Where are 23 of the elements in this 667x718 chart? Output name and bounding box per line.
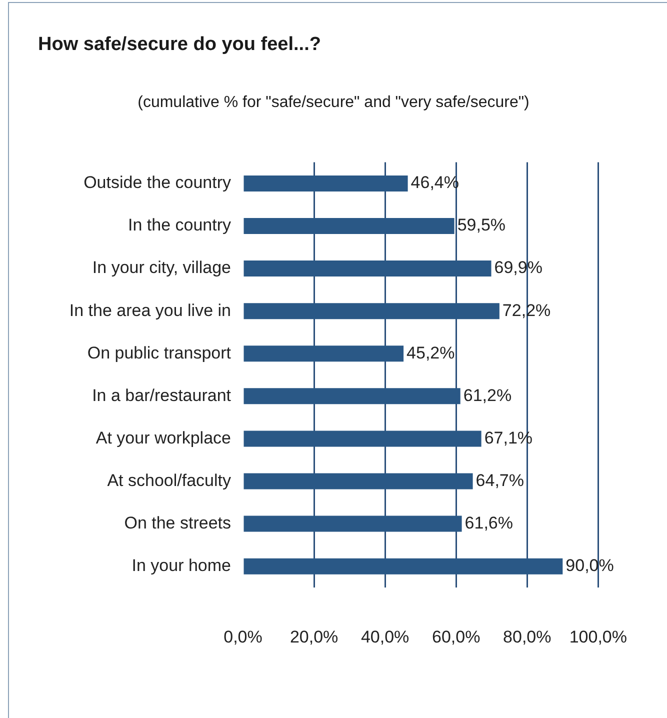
y-tick-label: In the area you live in [69, 300, 231, 320]
x-tick-label: 80,0% [503, 627, 552, 646]
chart-title: How safe/secure do you feel...? [38, 34, 321, 56]
x-tick-label: 0,0% [224, 627, 262, 646]
y-tick-label: On the streets [124, 513, 231, 532]
y-tick-label: In your home [132, 556, 231, 576]
x-tick-label: 60,0% [432, 627, 480, 646]
y-tick-label: In a bar/restaurant [92, 386, 232, 405]
data-label: 61,2% [463, 386, 512, 405]
y-tick-label: Outside the country [84, 173, 232, 192]
y-tick-label: At school/faculty [107, 470, 232, 490]
chart-subtitle: (cumulative % for "safe/secure" and "very safe/secure") [136, 94, 530, 112]
y-tick-label: In your city, village [92, 258, 231, 278]
y-tick-label: At your workplace [96, 428, 231, 448]
x-tick-label: 40,0% [360, 627, 410, 646]
x-tick-label: 20,0% [290, 627, 338, 646]
y-tick-label: In the country [128, 216, 232, 235]
data-label: 59,5% [457, 216, 506, 235]
x-tick-label: 100,0% [569, 627, 628, 646]
y-tick-label: On public transport [87, 343, 232, 362]
data-label: 45,2% [406, 343, 455, 362]
data-label: 64,7% [476, 470, 524, 490]
data-label: 61,6% [464, 513, 513, 532]
